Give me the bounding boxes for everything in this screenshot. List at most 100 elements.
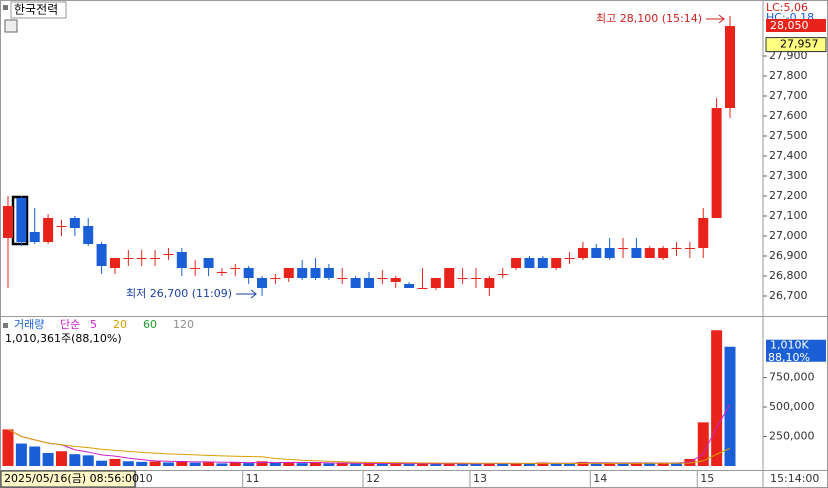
- volume-bar: [416, 463, 428, 466]
- volume-bar: [724, 346, 736, 466]
- y-tick-label: 27,900: [769, 49, 808, 62]
- x-tick-label: 12: [366, 472, 380, 485]
- grid-icon[interactable]: [4, 19, 18, 33]
- candle-body: [377, 278, 388, 279]
- candle-body: [524, 258, 535, 268]
- current-volume-label: 1,010K: [770, 339, 809, 352]
- ma-legend: 120: [173, 318, 194, 331]
- ma-legend: 60: [143, 318, 157, 331]
- volume-bar: [711, 330, 723, 466]
- candle-body: [644, 248, 655, 258]
- volume-ratio: 88,10%: [768, 351, 810, 364]
- average-price-label: 27,957: [780, 38, 819, 51]
- volume-bar: [403, 463, 415, 466]
- candle-body: [430, 278, 441, 288]
- volume-title: 거래량: [14, 318, 44, 331]
- time-label: 15:14:00: [770, 472, 819, 485]
- high-arrow: [706, 14, 725, 24]
- volume-bar: [243, 463, 255, 466]
- current-volume-box: [766, 339, 826, 362]
- volume-bar: [269, 462, 281, 466]
- candle-body: [3, 206, 13, 238]
- volume-bar: [363, 463, 375, 466]
- candle-body: [190, 268, 201, 269]
- x-tick-label: 15: [700, 472, 714, 485]
- candle-body: [364, 278, 374, 288]
- v-tick-label: 250,000: [769, 429, 815, 442]
- volume-bar: [203, 461, 215, 466]
- candle-body: [337, 278, 348, 279]
- volume-bar: [657, 462, 669, 466]
- volume-bar: [310, 462, 322, 466]
- candle-body: [497, 274, 508, 275]
- volume-bar: [644, 463, 656, 466]
- candle-body: [417, 288, 428, 289]
- date-label: 2025/05/16(금) 08:56:00: [4, 472, 139, 485]
- volume-bar: [256, 461, 268, 466]
- candle-body: [323, 268, 334, 278]
- volume-bar: [630, 462, 642, 466]
- y-tick-label: 27,700: [769, 89, 808, 102]
- candle-body: [203, 258, 214, 268]
- volume-bar: [176, 461, 188, 466]
- candle-body: [551, 258, 562, 268]
- ma-legend: 20: [113, 318, 127, 331]
- volume-bar: [189, 462, 201, 466]
- candle-body: [176, 252, 187, 268]
- volume-bar: [564, 463, 576, 466]
- volume-bar: [216, 463, 228, 466]
- volume-bar: [69, 454, 81, 466]
- candle-body: [43, 218, 54, 242]
- volume-bar: [229, 462, 241, 466]
- candle-body: [618, 248, 629, 249]
- candle-body: [136, 258, 147, 259]
- candle-body: [511, 258, 522, 268]
- low-note: 최저 26,700 (11:09): [126, 287, 232, 300]
- candle-body: [83, 226, 94, 244]
- x-tick-label: 13: [473, 472, 487, 485]
- candle-body: [684, 248, 695, 249]
- current-price-label: 28,050: [770, 19, 809, 32]
- candle-body: [390, 278, 401, 282]
- volume-bar: [671, 463, 683, 466]
- y-tick-label: 26,900: [769, 249, 808, 262]
- volume-bar: [162, 462, 174, 466]
- volume-bar: [617, 463, 629, 466]
- candle-body: [283, 268, 294, 278]
- date-box: [0, 470, 136, 488]
- marks: 26,700 26,800 26,900 27,000 27,100 27,200 27,3…: [2, 12, 827, 488]
- candle-body: [631, 248, 642, 258]
- candle-body: [56, 226, 67, 227]
- volume-bar: [109, 458, 121, 466]
- volume-bar: [149, 461, 161, 466]
- volume-bar: [283, 462, 295, 466]
- volume-info: 1,010,361주(88,10%): [5, 332, 122, 345]
- volume-bar: [96, 460, 108, 466]
- volume-bar: [483, 463, 495, 466]
- candle-body: [310, 268, 321, 278]
- candle-body: [725, 26, 735, 108]
- x-tick-label: 11: [246, 472, 260, 485]
- volume-bar: [376, 463, 388, 466]
- volume-bar: [82, 455, 94, 466]
- volume-bar: [390, 463, 402, 466]
- candle-body: [270, 278, 281, 279]
- current-price-box: [766, 19, 826, 32]
- candle-body: [444, 268, 455, 288]
- volume-bar: [350, 463, 362, 466]
- candle-body: [109, 258, 120, 268]
- candle-body: [484, 278, 495, 288]
- volume-bar: [15, 443, 27, 466]
- x-tick-label: 10: [139, 472, 153, 485]
- volume-ma: [7, 428, 731, 464]
- lc-label: LC:5,06: [766, 1, 808, 14]
- average-price-box: [765, 37, 827, 53]
- candle-body: [29, 232, 40, 242]
- volume-bar: [443, 463, 455, 466]
- y-tick-label: 27,200: [769, 189, 808, 202]
- candle-body: [243, 268, 254, 278]
- ma-legend: 5: [90, 318, 97, 331]
- candle-body: [257, 278, 268, 288]
- candle-body: [698, 218, 709, 248]
